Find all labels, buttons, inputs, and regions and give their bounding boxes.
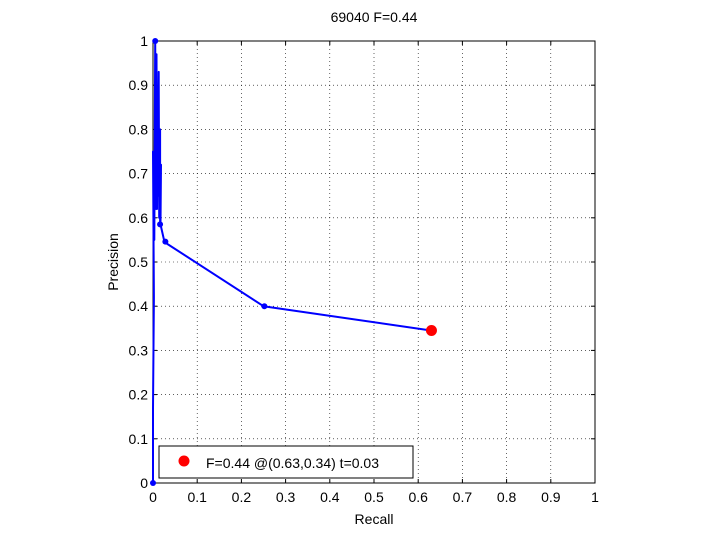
pr-curve-point xyxy=(162,238,169,245)
pr-curve-point xyxy=(152,38,159,44)
y-tick-label: 0.6 xyxy=(129,210,149,226)
pr-curve-line xyxy=(152,40,432,483)
legend-marker xyxy=(178,455,190,467)
x-tick-label: 0.8 xyxy=(497,489,517,505)
x-tick-label: 0.1 xyxy=(187,489,207,505)
pr-curve-point xyxy=(150,480,156,486)
y-tick-label: 0.3 xyxy=(129,342,149,358)
legend-box xyxy=(158,445,414,479)
y-axis-label: Precision xyxy=(105,233,121,291)
y-tick-label: 0 xyxy=(140,475,148,491)
legend-label: F=0.44 @(0.63,0.34) t=0.03 xyxy=(206,455,379,471)
y-tick-label: 0.2 xyxy=(129,387,149,403)
y-tick-label: 0.4 xyxy=(129,298,149,314)
pr-curve-point xyxy=(261,303,268,310)
x-tick-label: 0.5 xyxy=(364,489,384,505)
x-tick-label: 0.6 xyxy=(408,489,428,505)
x-tick-label: 0.7 xyxy=(453,489,473,505)
series-layer xyxy=(150,38,437,486)
x-tick-label: 0.2 xyxy=(232,489,252,505)
legend: F=0.44 @(0.63,0.34) t=0.03 xyxy=(158,445,414,479)
y-tick-label: 0.1 xyxy=(129,431,149,447)
y-tick-label: 0.9 xyxy=(129,77,149,93)
chart-title: 69040 F=0.44 xyxy=(331,9,418,25)
y-tick-label: 0.7 xyxy=(129,166,149,182)
x-tick-label: 0.9 xyxy=(541,489,561,505)
best-f-point xyxy=(425,325,437,337)
y-tick-label: 0.5 xyxy=(129,254,149,270)
axis-ticks: 0 0.1 0.2 0.3 0.4 0.5 0.6 0.7 0.8 0.9 1 0 0.1 0.2 0.3 0… xyxy=(129,33,600,505)
x-tick-label: 0.3 xyxy=(276,489,296,505)
x-axis-label: Recall xyxy=(355,511,394,527)
x-tick-label: 0 xyxy=(149,489,157,505)
y-tick-label: 0.8 xyxy=(129,121,149,137)
y-tick-label: 1 xyxy=(140,33,148,49)
x-tick-label: 1 xyxy=(591,489,599,505)
x-tick-label: 0.4 xyxy=(320,489,340,505)
pr-curve-point xyxy=(157,221,164,228)
grid-lines xyxy=(153,41,595,483)
